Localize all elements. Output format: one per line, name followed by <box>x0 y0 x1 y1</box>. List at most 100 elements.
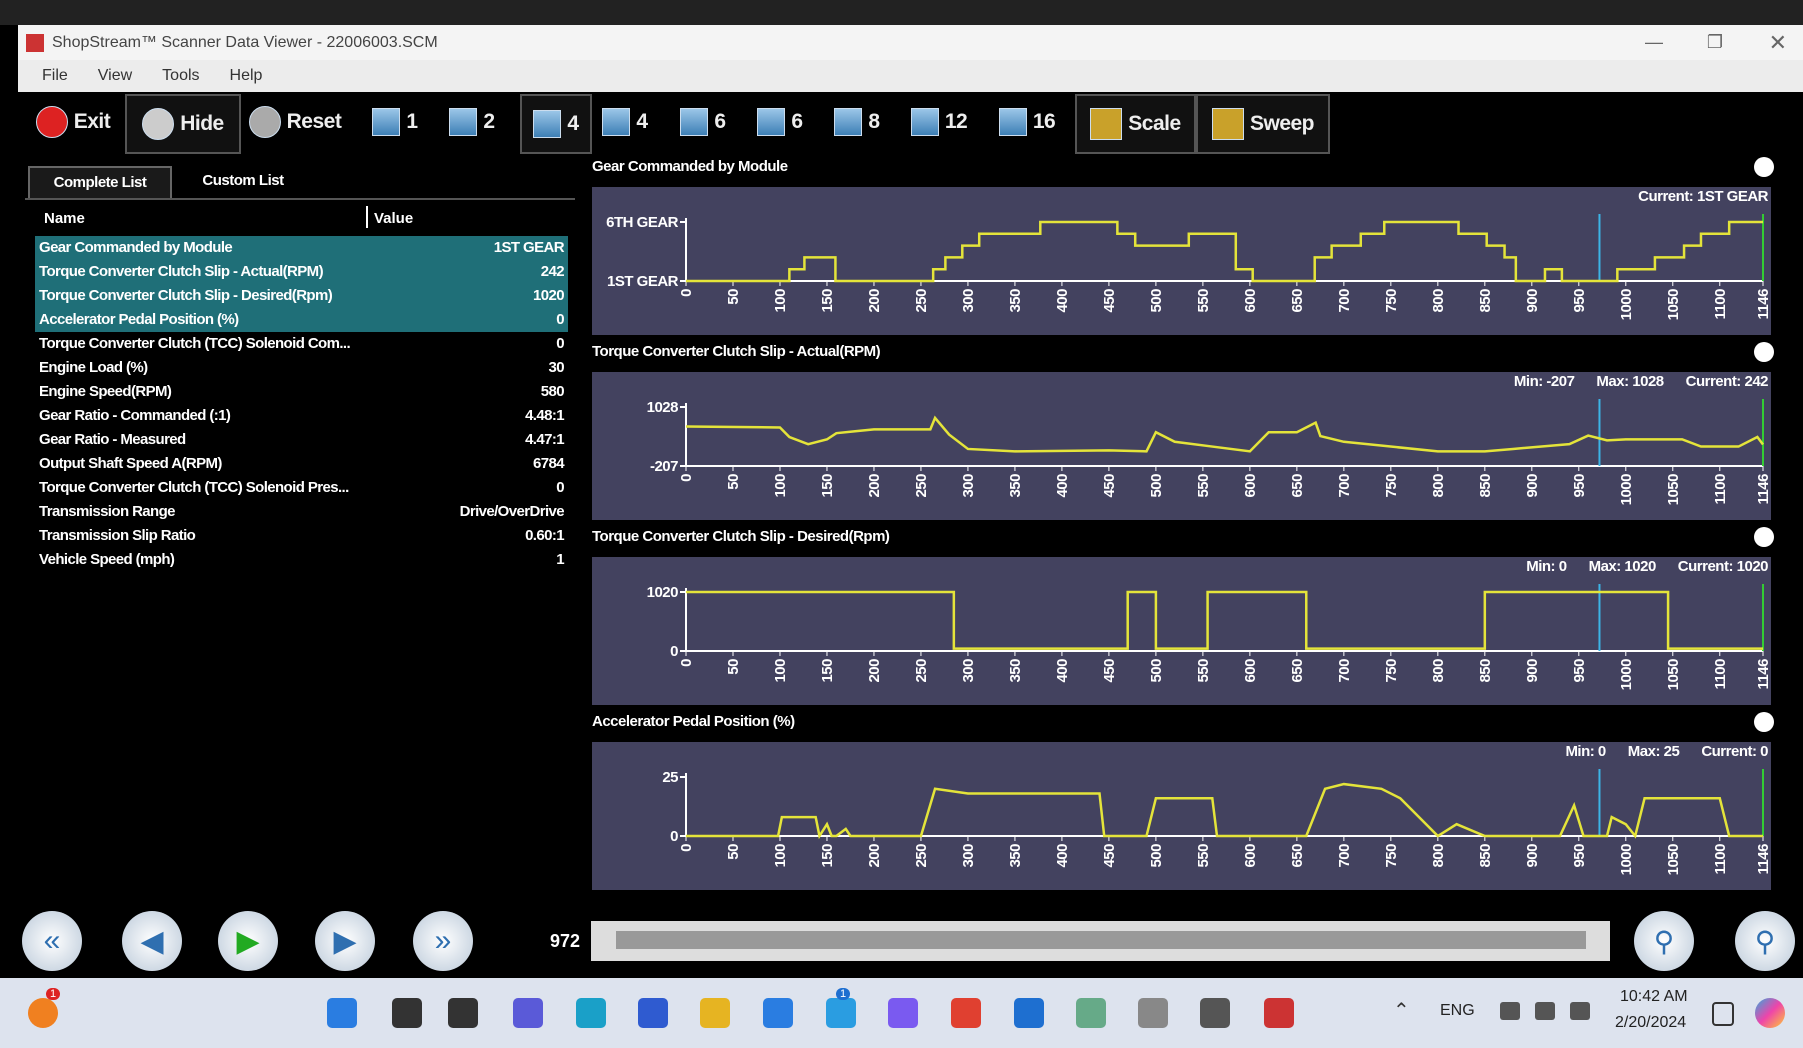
toolbar-button[interactable]: 12 <box>907 94 971 150</box>
zoom-button[interactable]: ⚲ <box>1735 911 1795 971</box>
zoom-button[interactable]: ⚲ <box>1634 911 1694 971</box>
clock-time[interactable]: 10:42 AM <box>1620 988 1688 1005</box>
data-line <box>685 415 1765 453</box>
list-row[interactable]: Torque Converter Clutch (TCC) Solenoid C… <box>35 332 568 356</box>
close[interactable]: ✕ <box>1768 29 1787 55</box>
playback-button[interactable]: » <box>413 911 473 971</box>
chart-panel <box>592 742 1771 890</box>
tray-icon[interactable] <box>1570 1002 1590 1020</box>
chart-options[interactable] <box>1754 527 1774 547</box>
list-row[interactable]: Accelerator Pedal Position (%) 0 <box>35 308 568 332</box>
toolbar-button[interactable]: Scale <box>1075 94 1196 154</box>
taskbar-app[interactable] <box>576 998 606 1028</box>
toolbar-button[interactable]: 2 <box>445 94 499 150</box>
param-name: Engine Speed(RPM) <box>39 383 172 400</box>
x-tick-label: 700 <box>1336 659 1353 683</box>
copilot-icon[interactable] <box>1755 998 1785 1028</box>
list-row[interactable]: Gear Ratio - Measured 4.47:1 <box>35 428 568 452</box>
playback-button[interactable]: ▶ <box>315 911 375 971</box>
tray-icon[interactable] <box>1535 1002 1555 1020</box>
toolbar-button[interactable]: Exit <box>29 94 117 150</box>
taskbar-app[interactable] <box>1200 998 1230 1028</box>
toolbar-button[interactable]: Hide <box>125 94 241 154</box>
list-row[interactable]: Vehicle Speed (mph) 1 <box>35 548 568 572</box>
param-name: Gear Ratio - Measured <box>39 431 186 448</box>
x-tick-label: 950 <box>1571 659 1588 683</box>
x-tick-label: 1050 <box>1665 844 1682 876</box>
menu-item[interactable]: Help <box>229 67 263 84</box>
tab[interactable]: Custom List <box>202 172 284 189</box>
taskbar-app[interactable] <box>1264 998 1294 1028</box>
list-row[interactable]: Transmission Slip Ratio 0.60:1 <box>35 524 568 548</box>
toolbar-button[interactable]: 6 <box>753 94 807 150</box>
notification-icon[interactable] <box>1712 1002 1734 1026</box>
taskbar-app[interactable] <box>700 998 730 1028</box>
chart-options[interactable] <box>1754 157 1774 177</box>
playback-button[interactable]: ◀ <box>122 911 182 971</box>
list-row[interactable]: Torque Converter Clutch (TCC) Solenoid P… <box>35 476 568 500</box>
taskbar-app[interactable] <box>513 998 543 1028</box>
list-row[interactable]: Engine Load (%) 30 <box>35 356 568 380</box>
list-row[interactable]: Gear Ratio - Commanded (:1) 4.48:1 <box>35 404 568 428</box>
data-line <box>686 220 1763 283</box>
menu-item[interactable]: Tools <box>162 67 200 84</box>
taskbar-app[interactable] <box>763 998 793 1028</box>
toolbar-button[interactable]: 4 <box>598 94 652 150</box>
chart-options[interactable] <box>1754 342 1774 362</box>
menu-item[interactable]: View <box>97 67 133 84</box>
toolbar-button[interactable]: 4 <box>520 94 592 154</box>
x-tick-label: 500 <box>1148 844 1165 868</box>
x-tick-label: 50 <box>725 289 742 305</box>
chart-options[interactable] <box>1754 712 1774 732</box>
param-value: 1ST GEAR <box>493 239 565 256</box>
param-value: Drive/OverDrive <box>459 503 565 520</box>
param-name: Vehicle Speed (mph) <box>39 551 175 568</box>
taskbar-app[interactable] <box>448 998 478 1028</box>
restore[interactable]: ❐ <box>1706 32 1723 52</box>
playback-button[interactable]: « <box>22 911 82 971</box>
toolbar-button[interactable]: 1 <box>368 94 422 150</box>
x-tick-label: 0 <box>678 289 695 297</box>
button-icon <box>910 108 939 136</box>
toolbar-button[interactable]: Sweep <box>1196 94 1330 154</box>
toolbar-button[interactable]: 8 <box>830 94 884 150</box>
list-row[interactable]: Output Shaft Speed A(RPM) 6784 <box>35 452 568 476</box>
taskbar-app[interactable] <box>1138 998 1168 1028</box>
list-row[interactable]: Gear Commanded by Module 1ST GEAR <box>35 236 568 260</box>
param-value: 580 <box>540 383 565 400</box>
taskbar-app[interactable] <box>951 998 981 1028</box>
taskbar-app[interactable] <box>638 998 668 1028</box>
button-label: 8 <box>868 110 880 133</box>
minimize[interactable]: — <box>1645 32 1663 52</box>
x-tick-label: 750 <box>1383 844 1400 868</box>
list-row[interactable]: Engine Speed(RPM) 580 <box>35 380 568 404</box>
list-row[interactable]: Torque Converter Clutch Slip - Actual(RP… <box>35 260 568 284</box>
playback-button[interactable]: ▶ <box>218 911 278 971</box>
tray-chevron[interactable]: ⌃ <box>1393 1000 1410 1022</box>
x-tick-label: 550 <box>1195 659 1212 683</box>
button-icon <box>1090 108 1123 140</box>
x-tick-label: 1000 <box>1618 844 1635 876</box>
tray-icon[interactable] <box>1500 1002 1520 1020</box>
language[interactable]: ENG <box>1440 1002 1475 1019</box>
toolbar-button[interactable]: Reset <box>245 94 345 150</box>
taskbar-app[interactable] <box>1014 998 1044 1028</box>
x-tick-label: 1050 <box>1665 474 1682 506</box>
taskbar-app[interactable] <box>327 998 357 1028</box>
taskbar-app[interactable] <box>888 998 918 1028</box>
taskbar-app[interactable] <box>392 998 422 1028</box>
button-label: 4 <box>567 112 579 135</box>
taskbar-app[interactable] <box>1076 998 1106 1028</box>
list-row[interactable]: Torque Converter Clutch Slip - Desired(R… <box>35 284 568 308</box>
x-tick-label: 750 <box>1383 659 1400 683</box>
scrollbar[interactable] <box>591 921 1610 961</box>
clock-date[interactable]: 2/20/2024 <box>1615 1014 1687 1031</box>
chart-panel <box>592 557 1771 705</box>
taskbar-app[interactable] <box>826 998 856 1028</box>
menu-item[interactable]: File <box>42 67 68 84</box>
tab[interactable]: Complete List <box>28 166 172 198</box>
widget-icon[interactable] <box>28 998 58 1028</box>
toolbar-button[interactable]: 6 <box>676 94 730 150</box>
list-row[interactable]: Transmission Range Drive/OverDrive <box>35 500 568 524</box>
toolbar-button[interactable]: 16 <box>995 94 1059 150</box>
